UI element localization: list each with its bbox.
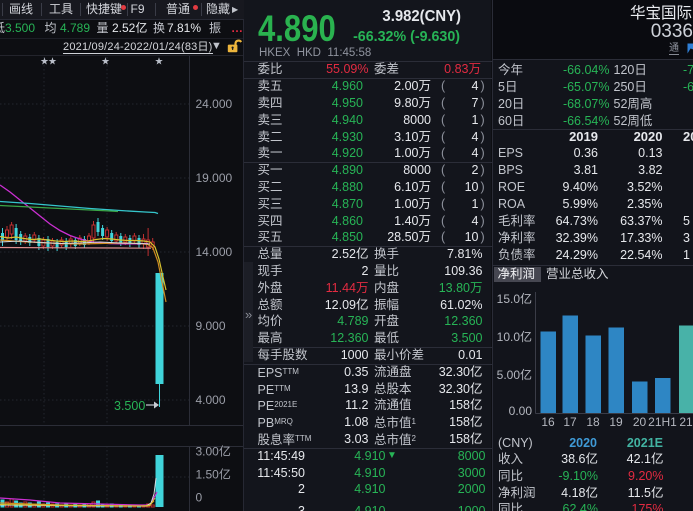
svg-text:19.000: 19.000	[196, 171, 233, 185]
svg-text:18: 18	[586, 415, 600, 429]
svg-text:16: 16	[541, 415, 555, 429]
svg-text:24.000: 24.000	[196, 97, 233, 111]
svg-text:19: 19	[609, 415, 623, 429]
svg-text:21H1: 21H1	[648, 415, 677, 429]
svg-text:0: 0	[196, 491, 203, 505]
svg-text:10.0亿: 10.0亿	[497, 329, 532, 344]
svg-text:★: ★	[40, 57, 49, 68]
svg-text:★: ★	[101, 57, 110, 68]
svg-text:21: 21	[679, 415, 693, 429]
svg-text:15.0亿: 15.0亿	[497, 291, 532, 306]
svg-text:★: ★	[48, 57, 57, 68]
svg-text:5.00亿: 5.00亿	[497, 367, 532, 382]
svg-text:0.00: 0.00	[509, 404, 533, 418]
svg-text:20: 20	[633, 415, 647, 429]
svg-text:4.000: 4.000	[196, 393, 226, 407]
svg-text:★: ★	[155, 57, 164, 68]
svg-text:9.000: 9.000	[196, 319, 226, 333]
svg-text:3.500: 3.500	[114, 399, 145, 413]
svg-text:14.000: 14.000	[196, 245, 233, 259]
svg-text:17: 17	[563, 415, 577, 429]
svg-text:1.50亿: 1.50亿	[196, 467, 231, 482]
svg-text:3.00亿: 3.00亿	[196, 444, 231, 459]
